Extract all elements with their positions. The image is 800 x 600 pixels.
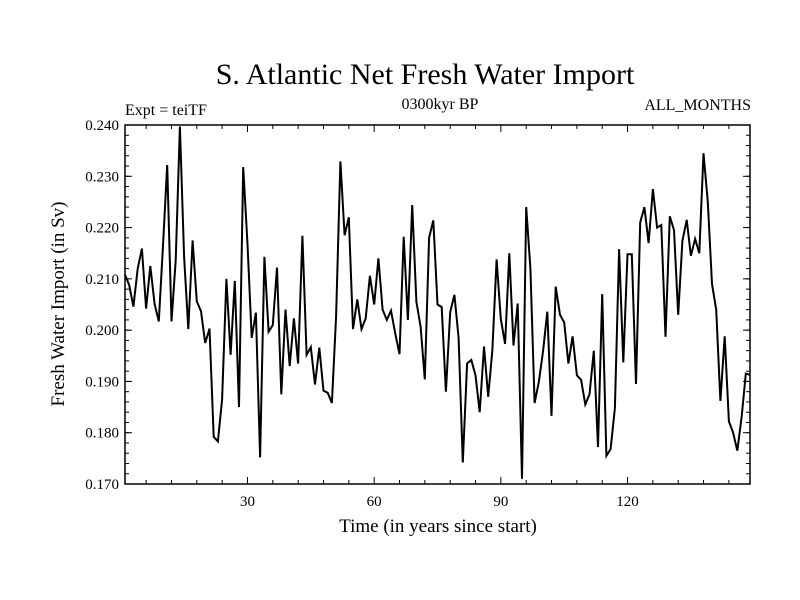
x-axis-label: Time (in years since start) — [339, 516, 537, 537]
y-axis-label: Fresh Water Import (in Sv) — [48, 202, 69, 407]
chart-subtitle-period: 0300kyr BP — [402, 96, 479, 113]
plot-frame — [124, 124, 751, 485]
y-tick-label: 0.240 — [85, 118, 119, 134]
y-tick-label: 0.230 — [85, 169, 119, 185]
y-tick-label: 0.220 — [85, 221, 119, 237]
x-axis-tick-labels: 30 60 90 120 — [240, 494, 639, 510]
chart-subtitle-experiment: Expt = teiTF — [125, 102, 207, 119]
y-tick-label: 0.170 — [85, 477, 119, 493]
chart-subtitle-months: ALL_MONTHS — [644, 97, 751, 114]
x-tick-label: 60 — [367, 494, 382, 510]
y-tick-label: 0.200 — [85, 323, 119, 339]
y-tick-label: 0.180 — [85, 426, 119, 442]
y-axis-tick-labels: 0.170 0.180 0.190 0.200 0.210 0.220 0.230 0.240 — [85, 118, 119, 493]
y-axis-ticks — [125, 124, 750, 485]
x-tick-label: 90 — [493, 494, 508, 510]
y-tick-label: 0.190 — [85, 374, 119, 390]
series-line-fresh-water-import — [124, 126, 751, 479]
y-tick-label: 0.210 — [85, 272, 119, 288]
chart-title: S. Atlantic Net Fresh Water Import — [216, 58, 635, 91]
x-tick-label: 30 — [240, 494, 255, 510]
x-tick-label: 120 — [616, 494, 639, 510]
